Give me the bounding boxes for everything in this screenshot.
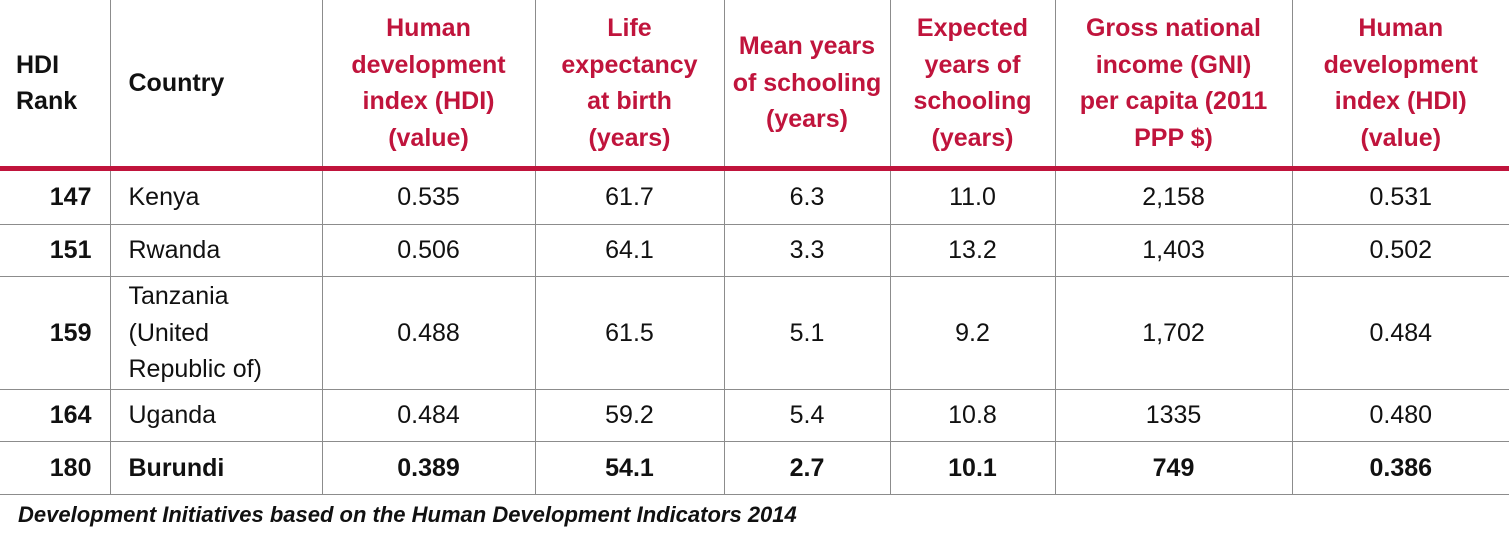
gni-cell: 1335 [1054,389,1292,442]
life-expectancy-cell: 61.5 [534,276,724,390]
hdi-value-cell: 0.535 [321,168,535,225]
life-expectancy-cell: 54.1 [534,441,724,495]
source-note: Development Initiatives based on the Hum… [18,502,797,527]
hdi-value-cell: 0.389 [321,441,535,495]
hdi-table-container: HDI Rank Country Human development index… [0,0,1509,495]
table-row: 151 Rwanda 0.506 64.1 3.3 13.2 1,403 0.5… [0,224,1509,277]
hdi-value-2-cell: 0.531 [1291,168,1509,225]
rank-cell: 164 [0,389,110,442]
mean-schooling-cell: 5.4 [723,389,890,442]
hdi-value-cell: 0.488 [321,276,535,390]
country-cell: Burundi [109,441,322,495]
gni-cell: 1,702 [1054,276,1292,390]
header-row: HDI Rank Country Human development index… [0,0,1509,171]
rank-cell: 147 [0,168,110,225]
hdi-value-2-cell: 0.484 [1291,276,1509,390]
country-cell: Rwanda [109,224,322,277]
hdi-table: HDI Rank Country Human development index… [0,0,1509,495]
rank-cell: 159 [0,276,110,390]
header-hdi-rank: HDI Rank [0,0,110,171]
hdi-value-cell: 0.506 [321,224,535,277]
mean-schooling-cell: 6.3 [723,168,890,225]
header-life-expectancy: Life expectancy at birth (years) [534,0,724,171]
hdi-value-cell: 0.484 [321,389,535,442]
expected-schooling-cell: 11.0 [889,168,1055,225]
mean-schooling-cell: 3.3 [723,224,890,277]
life-expectancy-cell: 59.2 [534,389,724,442]
hdi-value-2-cell: 0.502 [1291,224,1509,277]
header-country: Country [109,0,322,171]
hdi-value-2-cell: 0.386 [1291,441,1509,495]
mean-schooling-cell: 2.7 [723,441,890,495]
gni-cell: 2,158 [1054,168,1292,225]
rank-cell: 180 [0,441,110,495]
header-hdi-value: Human development index (HDI) (value) [321,0,535,171]
country-cell: Kenya [109,168,322,225]
header-hdi-value-2: Human development index (HDI) (value) [1291,0,1509,171]
rank-cell: 151 [0,224,110,277]
table-row: 147 Kenya 0.535 61.7 6.3 11.0 2,158 0.53… [0,168,1509,225]
expected-schooling-cell: 10.1 [889,441,1055,495]
table-row: 164 Uganda 0.484 59.2 5.4 10.8 1335 0.48… [0,389,1509,442]
expected-schooling-cell: 9.2 [889,276,1055,390]
header-gni-per-capita: Gross national income (GNI) per capita (… [1054,0,1292,171]
gni-cell: 1,403 [1054,224,1292,277]
country-cell: Tanzania (United Republic of) [109,276,322,390]
expected-schooling-cell: 13.2 [889,224,1055,277]
table-row: 159 Tanzania (United Republic of) 0.488 … [0,276,1509,390]
header-mean-years-schooling: Mean years of schooling (years) [723,0,890,171]
country-cell: Uganda [109,389,322,442]
gni-cell: 749 [1054,441,1292,495]
expected-schooling-cell: 10.8 [889,389,1055,442]
hdi-value-2-cell: 0.480 [1291,389,1509,442]
life-expectancy-cell: 64.1 [534,224,724,277]
life-expectancy-cell: 61.7 [534,168,724,225]
header-expected-years-schooling: Expected years of schooling (years) [889,0,1055,171]
mean-schooling-cell: 5.1 [723,276,890,390]
table-row: 180 Burundi 0.389 54.1 2.7 10.1 749 0.38… [0,441,1509,495]
